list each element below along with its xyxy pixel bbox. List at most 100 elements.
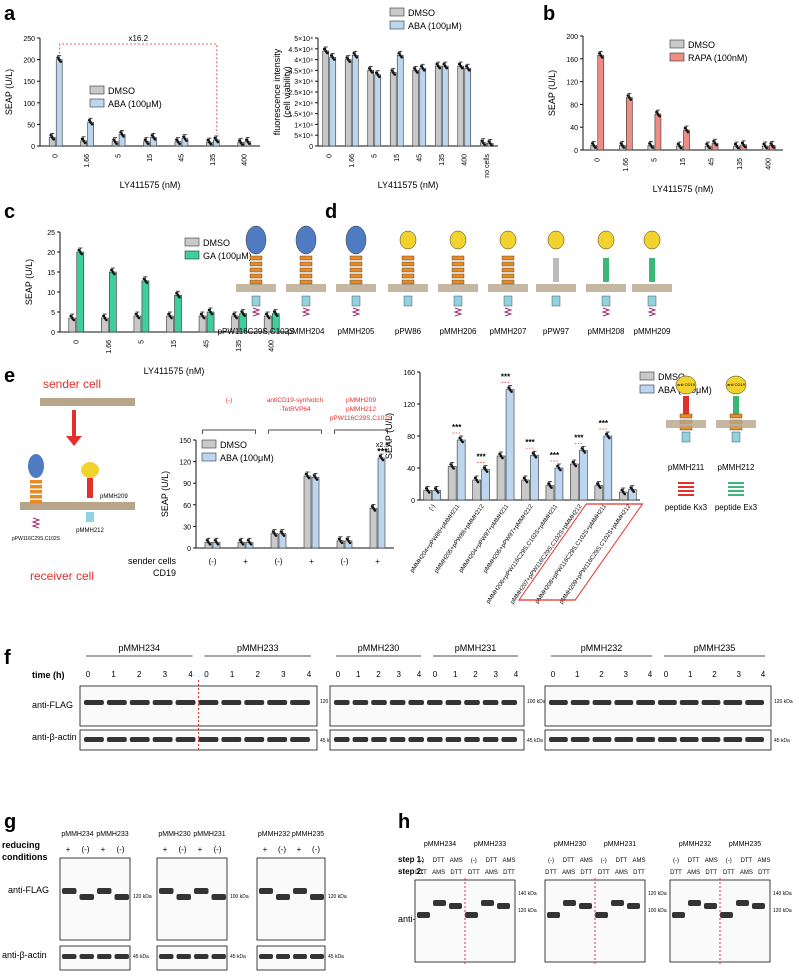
ratio-bracket xyxy=(59,43,218,134)
bar-a2-0-4 xyxy=(412,70,420,147)
band-flag xyxy=(464,700,480,705)
marker-top-0: 120 kDa xyxy=(320,699,339,705)
tail xyxy=(647,307,657,317)
blot-h-left-0: pMMH234 xyxy=(424,841,456,848)
bar-d-0-3 xyxy=(496,455,506,501)
bar-c-1-0 xyxy=(76,251,85,333)
marker-0-2: 140 kDa xyxy=(773,891,792,897)
band-actin xyxy=(549,737,568,742)
data-point xyxy=(592,144,596,147)
construct-label-0: pPW116C29S,C102S xyxy=(218,327,295,336)
data-point xyxy=(733,142,737,146)
x-tick-label-2: pMMH205+pPW86+pMMH212 xyxy=(434,503,486,574)
band-flag xyxy=(129,700,150,705)
blot-g-left-2: pMMH232 xyxy=(258,831,290,838)
signal-arrow xyxy=(66,410,82,446)
band-flag xyxy=(445,700,462,705)
band-actin xyxy=(79,954,94,959)
x-tick-label-0: (-) xyxy=(429,504,437,512)
bar-b-1-1 xyxy=(626,97,633,151)
peptide-coil xyxy=(678,486,694,488)
data-point xyxy=(274,534,278,537)
band-actin xyxy=(501,737,517,742)
band-flag xyxy=(481,900,494,906)
receptor-head xyxy=(547,230,565,250)
step2-2: DTT xyxy=(580,870,592,876)
data-point xyxy=(626,94,630,97)
band-flag xyxy=(427,700,443,705)
data-point xyxy=(736,146,740,150)
scfv-construct-1: anti CD19 pMMH212 peptide Ex3 xyxy=(715,375,758,512)
lane-1: (-) xyxy=(278,845,286,854)
data-point xyxy=(715,143,718,147)
peptide-label-0: peptide Kx3 xyxy=(665,503,708,512)
band-actin xyxy=(244,737,265,742)
y-tick-label: 0 xyxy=(187,546,191,553)
data-point xyxy=(596,482,599,485)
group-label-1: -TetRVP64 xyxy=(279,406,311,413)
step2-3: DTT xyxy=(598,870,610,876)
data-point xyxy=(713,141,717,145)
data-point xyxy=(105,318,108,322)
data-point xyxy=(412,67,416,70)
chart-a1: 0 50 100 150 200 250 SEAP (U/L) 0 1.66 5 15 45 135 40… xyxy=(4,34,260,190)
bar-d-0-1 xyxy=(447,466,457,501)
data-point xyxy=(740,141,744,145)
chart-e: 0 30 60 90 120 150 SEAP (U/L) DMSO ABA (100μM) (-… xyxy=(128,397,394,578)
sender-membrane xyxy=(40,398,135,406)
band-flag xyxy=(175,700,196,705)
data-point xyxy=(655,110,658,114)
notch-repeat xyxy=(349,261,363,267)
data-point xyxy=(599,486,602,489)
band-actin xyxy=(97,954,112,959)
y-tick-label: 200 xyxy=(23,58,35,65)
data-point xyxy=(557,466,561,470)
data-point xyxy=(426,489,430,492)
marker-1-1: 100 kDa xyxy=(648,908,667,914)
linker xyxy=(553,258,559,282)
highlight-box xyxy=(517,503,644,601)
notch-repeat xyxy=(401,273,415,279)
data-point xyxy=(484,468,487,471)
data-point xyxy=(248,540,251,544)
group-label-0: (-) xyxy=(226,397,233,404)
y-tick-label: 0 xyxy=(574,148,578,155)
band-flag xyxy=(79,894,94,900)
data-point xyxy=(606,434,610,438)
data-point xyxy=(442,62,446,66)
band-actin xyxy=(427,737,443,742)
group-bracket-2 xyxy=(334,429,388,434)
band-actin xyxy=(152,737,173,742)
bar-d-1-2 xyxy=(481,469,490,501)
band-flag xyxy=(465,912,478,918)
notch-repeat xyxy=(349,267,363,273)
data-point xyxy=(205,538,209,542)
data-point xyxy=(550,486,553,489)
band-actin xyxy=(445,737,462,742)
band-actin xyxy=(267,737,288,742)
bar-d-1-3 xyxy=(505,389,515,501)
intracellular-domain xyxy=(601,295,611,307)
band-flag xyxy=(679,700,699,705)
y-tick-label: 40 xyxy=(407,466,415,473)
y-tick-label: 2.5×10⁴ xyxy=(288,90,313,97)
band-flag xyxy=(334,700,350,705)
chart-b: 0 40 80 120 160 200 SEAP (U/L) 0 1.66 5 15 45 135 400… xyxy=(547,34,783,194)
band-flag xyxy=(592,700,612,705)
tail xyxy=(351,307,361,317)
data-point xyxy=(531,451,535,455)
data-point xyxy=(142,277,146,281)
step1-label: step 1: xyxy=(398,855,424,864)
blot-f-left-1: pMMH230 xyxy=(358,643,400,653)
group-bracket-1 xyxy=(268,429,322,434)
y-tick-label: 160 xyxy=(403,370,415,377)
y-tick-label: 100 xyxy=(23,101,35,108)
x-tick-label-5: 135 xyxy=(439,154,446,166)
band-flag xyxy=(501,700,517,705)
data-point xyxy=(522,476,526,480)
data-point xyxy=(367,67,371,70)
data-point xyxy=(185,139,188,142)
data-point xyxy=(182,135,185,138)
group-label-2: pMMH212 xyxy=(346,406,376,413)
data-point xyxy=(397,51,401,55)
